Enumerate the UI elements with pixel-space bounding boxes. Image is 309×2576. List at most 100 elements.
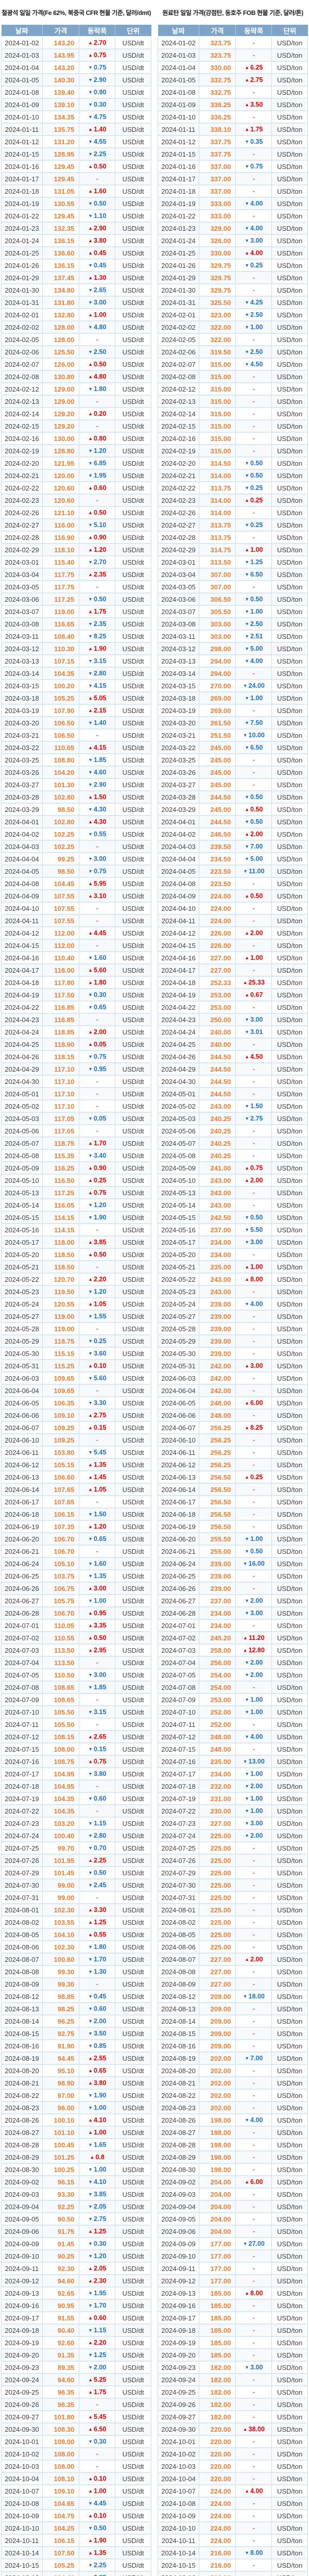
price-cell: 325.50 xyxy=(199,296,236,309)
table-row: 2024-08-23 202.00- USD/ton xyxy=(157,2101,308,2114)
table-row: 2024-02-26 314.00- USD/ton xyxy=(157,506,308,519)
change-cell: ▲ 0.8 xyxy=(79,2150,116,2164)
change-value: 1.95 xyxy=(94,472,107,479)
price-down-change: ▼ 2.50 xyxy=(88,348,106,355)
table-row: 2024-05-07 118.75 ▲ 1.70 USD/dt xyxy=(1,1137,151,1150)
change-cell: - xyxy=(79,580,116,594)
up-arrow-icon: ▲ xyxy=(88,1920,93,1925)
date-cell: 2024-02-07 xyxy=(1,358,43,371)
unit-cell: USD/ton xyxy=(271,1557,308,1570)
date-cell: 2024-09-18 xyxy=(1,2324,43,2337)
table-row: 2024-03-20 261.50 ▼ 7.50 USD/ton xyxy=(157,716,308,730)
change-cell: - xyxy=(235,2274,272,2287)
price-down-change: ▼ 0.65 xyxy=(88,1535,106,1543)
table-row: 2024-07-30 225.00- USD/ton xyxy=(157,1878,308,1892)
unit-cell: USD/dt xyxy=(115,1137,151,1150)
table-row: 2024-09-26 96.35- USD/dt xyxy=(1,2398,151,2411)
change-cell: ▼ 24.00 xyxy=(235,679,272,692)
change-cell: ▼ 1.00 xyxy=(79,2101,116,2114)
change-cell: ▲ 3.80 xyxy=(79,2076,116,2090)
date-cell: 2024-05-06 xyxy=(1,1124,43,1138)
unit-cell: USD/dt xyxy=(115,1050,151,1063)
change-cell: - xyxy=(235,2435,272,2448)
table-row: 2024-04-12 226.00 ▲ 2.00 USD/ton xyxy=(157,926,308,940)
change-cell: ▲ 0.50 xyxy=(235,803,272,816)
change-cell: ▲ 0.25 xyxy=(235,1470,272,1484)
unit-cell: USD/dt xyxy=(115,1347,151,1360)
price-cell: 235.00 xyxy=(199,1260,236,1274)
up-arrow-icon: ▲ xyxy=(88,572,93,577)
unit-cell: USD/dt xyxy=(115,2138,151,2151)
change-value: 0.50 xyxy=(250,806,263,813)
price-cell: 114.15 xyxy=(42,1223,80,1236)
date-cell: 2024-01-03 xyxy=(1,48,43,62)
price-cell: 338.10 xyxy=(199,123,236,136)
price-cell: 116.90 xyxy=(42,531,80,544)
change-cell: ▼ 4.00 xyxy=(235,222,272,235)
change-cell: - xyxy=(235,2225,272,2238)
price-cell: 251.50 xyxy=(199,728,236,742)
table-row: 2024-07-22 104.35- USD/dt xyxy=(1,1804,151,1818)
date-cell: 2024-06-21 xyxy=(1,1545,43,1558)
price-cell: 226.00 xyxy=(199,939,236,952)
change-cell: ▲ 2.35 xyxy=(79,568,116,581)
table-row: 2024-03-26 104.20 ▼ 4.60 USD/dt xyxy=(1,766,151,779)
change-cell: - xyxy=(235,1507,272,1521)
date-cell: 2024-03-12 xyxy=(1,642,43,655)
unit-cell: USD/ton xyxy=(271,815,308,828)
unit-cell: USD/ton xyxy=(271,36,308,49)
price-up-change: ▲ 3.30 xyxy=(88,1906,106,1913)
date-cell: 2024-05-16 xyxy=(1,1223,43,1236)
unit-cell: USD/ton xyxy=(271,1532,308,1546)
unit-cell: USD/dt xyxy=(115,86,151,99)
change-cell: ▼ 4.60 xyxy=(79,766,116,779)
price-up-change: ▲ 1.00 xyxy=(88,2129,106,2136)
price-cell: 227.00 xyxy=(199,1977,236,1991)
date-cell: 2024-08-29 xyxy=(1,2150,43,2164)
price-cell: 97.00 xyxy=(42,2089,80,2102)
unit-cell: USD/ton xyxy=(271,2249,308,2263)
unit-cell: USD/ton xyxy=(271,1755,308,1768)
table-row: 2024-03-07 305.50 ▼ 1.00 USD/ton xyxy=(157,605,308,618)
change-value: 1.70 xyxy=(94,1140,107,1147)
price-cell: 234.00 xyxy=(199,1248,236,1261)
table-row: 2024-08-21 202.00- USD/ton xyxy=(157,2076,308,2090)
unit-cell: USD/ton xyxy=(271,1767,308,1781)
change-value: 4.00 xyxy=(250,2487,263,2495)
date-cell: 2024-07-24 xyxy=(157,1829,200,1842)
change-cell: ▲ 4.15 xyxy=(79,741,116,754)
change-cell: - xyxy=(79,172,116,185)
date-cell: 2024-07-03 xyxy=(157,1643,200,1657)
down-arrow-icon: ▼ xyxy=(88,2093,93,2098)
unit-cell: USD/dt xyxy=(115,543,151,556)
price-up-change: ▲ 1.30 xyxy=(88,274,106,281)
price-cell: 117.50 xyxy=(42,988,80,1002)
down-arrow-icon: ▼ xyxy=(88,1153,93,1158)
date-cell: 2024-02-22 xyxy=(157,481,200,495)
date-cell: 2024-06-05 xyxy=(1,1396,43,1410)
table-row: 2024-07-11 252.00- USD/ton xyxy=(157,1718,308,1731)
price-down-change: ▼ 2.25 xyxy=(88,2562,106,2569)
price-cell: 239.00 xyxy=(199,1334,236,1348)
date-cell: 2024-08-20 xyxy=(157,2064,200,2077)
table-row: 2024-05-31 115.25 ▲ 0.10 USD/dt xyxy=(1,1359,151,1372)
price-up-change: ▲ 5.25 xyxy=(88,2376,106,2383)
change-value: 11.20 xyxy=(248,1634,265,1641)
no-change-dash: - xyxy=(252,1140,255,1147)
table-row: 2024-05-08 240.25- USD/ton xyxy=(157,1149,308,1162)
change-cell: ▲ 0.60 xyxy=(79,481,116,495)
change-cell: ▼ 2.00 xyxy=(79,2361,116,2374)
down-arrow-icon: ▼ xyxy=(88,90,93,95)
date-cell: 2024-01-02 xyxy=(157,36,200,49)
date-cell: 2024-09-09 xyxy=(1,2237,43,2250)
date-cell: 2024-07-23 xyxy=(157,1817,200,1830)
change-cell: ▼ 3.00 xyxy=(235,2361,272,2374)
date-cell: 2024-05-17 xyxy=(157,1235,200,1249)
date-cell: 2024-08-30 xyxy=(157,2163,200,2176)
change-value: 0.50 xyxy=(94,1251,107,1258)
date-cell: 2024-09-06 xyxy=(157,2225,200,2238)
price-down-change: ▼ 0.75 xyxy=(245,163,263,170)
no-change-dash: - xyxy=(252,1585,255,1592)
table-row: 2024-05-24 120.55 ▲ 1.05 USD/dt xyxy=(1,1297,151,1311)
price-down-change: ▼ 0.95 xyxy=(88,1065,106,1073)
